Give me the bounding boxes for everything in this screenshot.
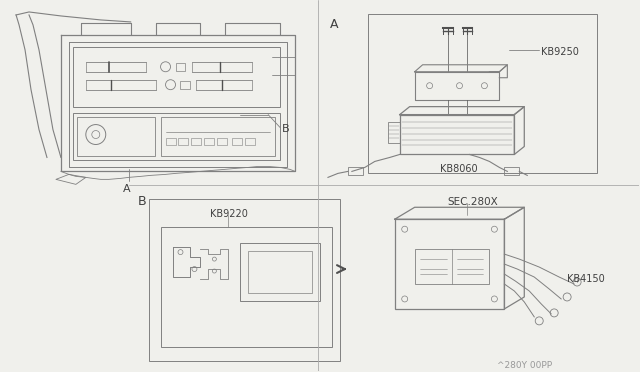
Bar	[73, 113, 280, 160]
Bar	[175, 63, 186, 71]
Text: ^280Y 00PP: ^280Y 00PP	[497, 361, 552, 370]
Bar	[191, 138, 202, 145]
Text: A: A	[123, 185, 131, 194]
Bar	[232, 138, 243, 145]
Bar	[179, 138, 188, 145]
Bar	[161, 227, 332, 347]
Text: KB4150: KB4150	[567, 274, 605, 284]
Text: B: B	[138, 195, 147, 208]
Bar	[245, 138, 255, 145]
Bar	[148, 199, 340, 361]
Bar	[166, 138, 175, 145]
Bar	[388, 122, 400, 144]
Text: B: B	[282, 124, 290, 134]
Bar	[77, 116, 155, 157]
Text: A: A	[330, 18, 339, 31]
Bar	[368, 14, 597, 173]
Bar	[218, 138, 227, 145]
Text: KB9250: KB9250	[541, 47, 579, 57]
Text: KB9220: KB9220	[211, 209, 248, 219]
Bar	[180, 81, 191, 89]
Bar	[73, 47, 280, 107]
Bar	[204, 138, 214, 145]
Bar	[395, 219, 504, 309]
Bar	[161, 116, 275, 157]
Bar	[240, 243, 320, 301]
Bar	[348, 167, 363, 175]
Bar	[248, 251, 312, 293]
Bar	[504, 167, 519, 175]
Text: SEC.280X: SEC.280X	[447, 197, 499, 207]
Text: KB8060: KB8060	[440, 164, 477, 174]
Bar	[415, 249, 490, 284]
